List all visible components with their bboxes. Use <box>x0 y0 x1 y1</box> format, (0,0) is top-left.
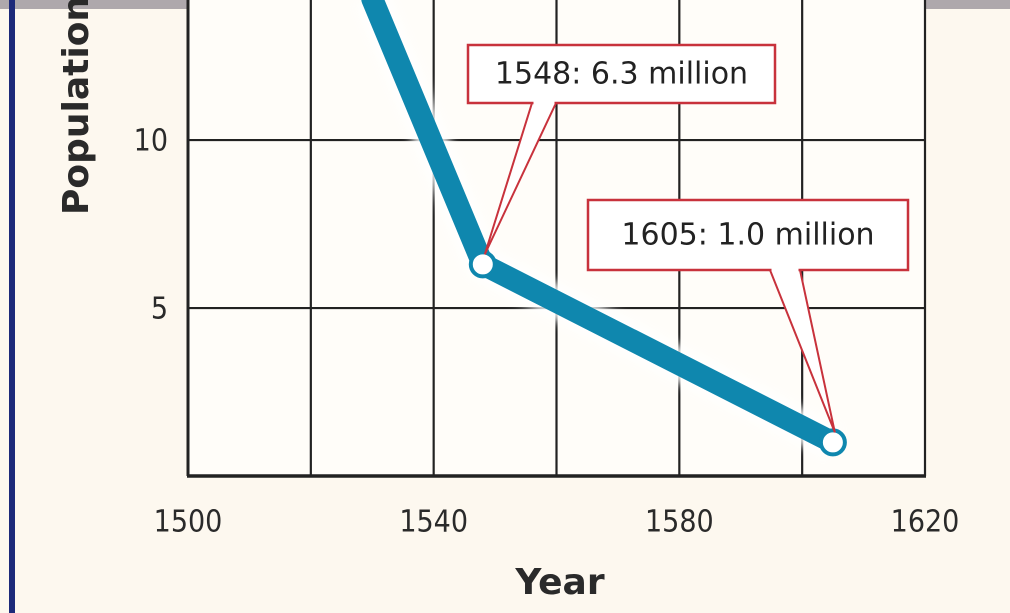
annotation-text: 1548: 6.3 million <box>495 57 748 92</box>
x-tick-label: 1540 <box>399 505 468 540</box>
point-marker <box>821 430 845 454</box>
x-tick-label: 1580 <box>645 505 714 540</box>
x-tick-label: 1620 <box>891 505 960 540</box>
x-tick-label: 1500 <box>154 505 223 540</box>
y-tick-label: 10 <box>134 124 168 159</box>
point-marker <box>471 252 495 276</box>
side-bar <box>9 0 15 613</box>
y-axis-title: Population <box>56 0 97 215</box>
y-tick-label: 5 <box>151 292 168 327</box>
chart: 1548: 6.3 million1605: 1.0 million Year … <box>0 0 1010 613</box>
annotation-text: 1605: 1.0 million <box>621 218 874 253</box>
x-axis-title: Year <box>514 562 604 603</box>
